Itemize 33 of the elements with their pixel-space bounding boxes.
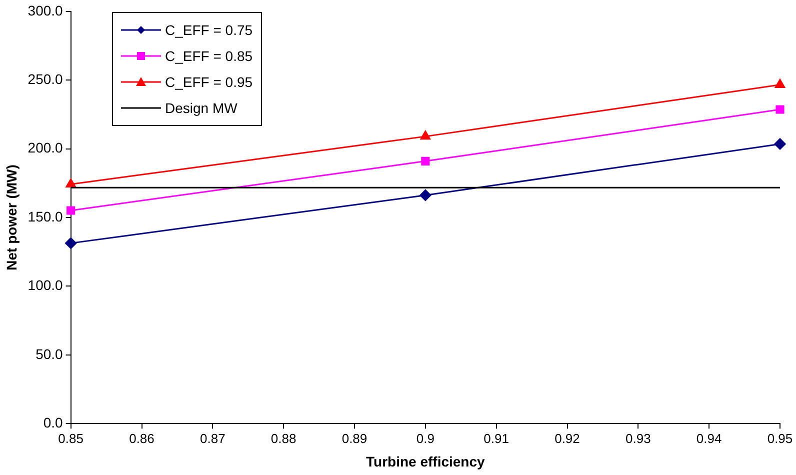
y-axis-title: Net power (MW) [3, 164, 20, 270]
y-tick-label: 300.0 [28, 2, 64, 18]
point [66, 178, 76, 188]
x-tick-label: 0.95 [767, 430, 793, 446]
x-tick-label: 0.9 [416, 430, 434, 446]
x-tick-label: 0.92 [554, 430, 580, 446]
x-tick-label: 0.85 [58, 430, 84, 446]
point [65, 237, 77, 249]
point [420, 189, 432, 201]
y-tick-label: 150.0 [28, 208, 64, 224]
x-axis-title: Turbine efficiency [366, 453, 486, 470]
point [776, 105, 784, 114]
y-tick-label: 100.0 [28, 277, 64, 294]
y-tick-label: 0.0 [43, 414, 64, 430]
x-tick-label: 0.93 [626, 430, 651, 446]
point [774, 79, 786, 88]
legend-label: C_EFF = 0.95 [165, 74, 253, 90]
legend-label: Design MW [165, 100, 238, 116]
y-tick-label: 250.0 [28, 70, 64, 87]
point [421, 156, 430, 166]
x-tick-label: 0.88 [270, 430, 296, 446]
point [774, 138, 786, 150]
y-tick-label: 200.0 [28, 140, 64, 156]
x-tick-label: 0.86 [129, 430, 154, 446]
x-tick-label: 0.89 [342, 430, 368, 446]
y-tick-label: 50.0 [36, 346, 64, 362]
point [420, 130, 430, 140]
x-tick-label: 0.87 [200, 430, 226, 446]
x-tick-label: 0.91 [484, 430, 509, 446]
x-tick-label: 0.94 [696, 430, 722, 446]
legend-label: C_EFF = 0.85 [165, 48, 253, 64]
legend-label: C_EFF = 0.75 [165, 22, 253, 38]
point [66, 206, 76, 215]
